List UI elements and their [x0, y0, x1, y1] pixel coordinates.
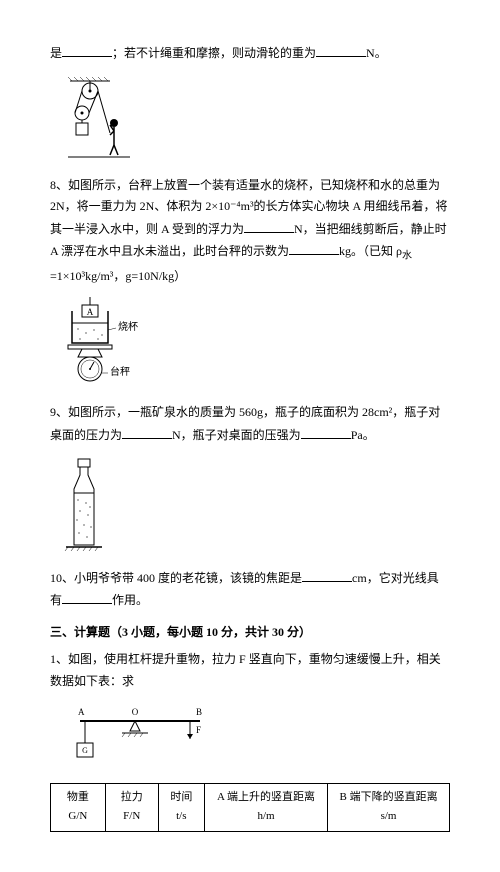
q7-blank2[interactable] [316, 42, 366, 57]
th-3: A 端上升的竖直距离 h/m [204, 783, 327, 832]
pulley-diagram [60, 73, 140, 163]
q8-num: 8、 [50, 178, 68, 192]
q8-t3b: =1×10³kg/m³，g=10N/kg） [50, 269, 186, 283]
q8-blank1[interactable] [244, 218, 294, 233]
label-b: B [196, 707, 202, 717]
q3-1-figure: O A G B F [60, 701, 450, 771]
th-1: 拉力 F/N [105, 783, 158, 832]
q7-figure [60, 73, 450, 163]
q8-sub: 水 [402, 251, 412, 262]
q9-num: 9、 [50, 405, 68, 419]
data-table: 物重 G/N 拉力 F/N 时间 t/s A 端上升的竖直距离 h/m B 端下… [50, 783, 450, 833]
q8-blank2[interactable] [289, 240, 339, 255]
q7-suffix: N。 [366, 46, 387, 60]
scale-label: 台秤 [110, 365, 130, 378]
beaker-scale-diagram: A 烧杯 台秤 [60, 295, 160, 390]
q7-prefix: 是 [50, 46, 62, 60]
q3-1-line: 1、如图，使用杠杆提升重物，拉力 F 竖直向下，重物匀速缓慢上升，相关数据如下表… [50, 649, 450, 692]
q8-t3: kg。（已知 ρ [339, 244, 402, 258]
q9-line: 9、如图所示，一瓶矿泉水的质量为 560g，瓶子的底面积为 28cm²，瓶子对桌… [50, 402, 450, 446]
q7-blank1[interactable] [62, 42, 112, 57]
label-g: G [82, 746, 88, 755]
label-f: F [196, 725, 201, 735]
beaker-label: 烧杯 [118, 320, 138, 333]
label-a: A [78, 707, 85, 717]
q8-line: 8、如图所示，台秤上放置一个装有适量水的烧杯，已知烧杯和水的总重为 2N，将一重… [50, 175, 450, 288]
q10-blank2[interactable] [62, 589, 112, 604]
q9-figure [60, 455, 450, 555]
th-0: 物重 G/N [51, 783, 106, 832]
q3-1-num: 1、 [50, 652, 68, 666]
q7-rest: ；若不计绳重和摩擦，则动滑轮的重为 [112, 46, 316, 60]
table-header-row: 物重 G/N 拉力 F/N 时间 t/s A 端上升的竖直距离 h/m B 端下… [51, 783, 450, 832]
q10-blank1[interactable] [302, 567, 352, 582]
th-4: B 端下降的竖直距离 s/m [328, 783, 450, 832]
th-2: 时间 t/s [158, 783, 204, 832]
q10-t3: 作用。 [112, 593, 148, 607]
q9-blank1[interactable] [122, 424, 172, 439]
q10-t1: 小明爷爷带 400 度的老花镜，该镜的焦距是 [74, 571, 302, 585]
block-a-label: A [87, 307, 94, 317]
q9-t3: Pa。 [351, 428, 375, 442]
section3-title: 三、计算题（3 小题，每小题 10 分，共计 30 分） [50, 622, 450, 644]
q8-figure: A 烧杯 台秤 [60, 295, 450, 390]
q9-blank2[interactable] [301, 424, 351, 439]
q10-line: 10、小明爷爷带 400 度的老花镜，该镜的焦距是cm，它对光线具有作用。 [50, 567, 450, 612]
q3-1-text: 如图，使用杠杆提升重物，拉力 F 竖直向下，重物匀速缓慢上升，相关数据如下表：求 [50, 652, 441, 688]
q10-num: 10、 [50, 571, 74, 585]
bottle-diagram [60, 455, 110, 555]
q7-line: 是 ；若不计绳重和摩擦，则动滑轮的重为 N。 [50, 42, 450, 65]
label-o: O [132, 707, 139, 717]
q9-t2: N，瓶子对桌面的压强为 [172, 428, 301, 442]
lever-diagram: O A G B F [60, 701, 220, 771]
